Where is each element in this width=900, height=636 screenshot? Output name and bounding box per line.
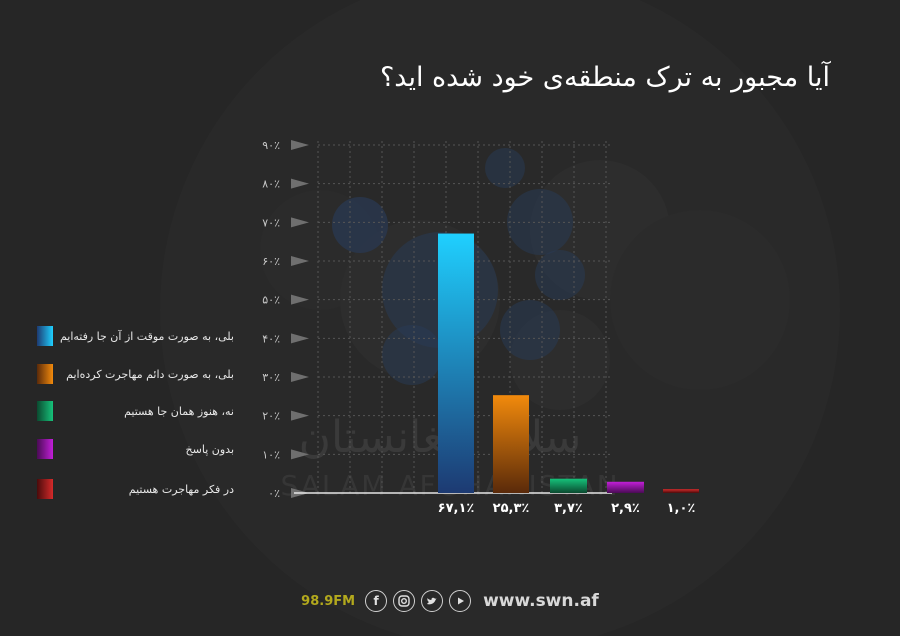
bar (438, 233, 474, 493)
footer: 98.9FM f www.swn.af (0, 588, 900, 614)
legend-swatch (37, 364, 53, 384)
instagram-icon[interactable] (393, 590, 416, 612)
y-tick-marker-icon (291, 449, 309, 460)
y-tick-label: ۶۰٪ (262, 255, 280, 268)
legend-swatch (37, 479, 53, 499)
bar (493, 395, 529, 493)
chart-title: آیا مجبور به ترک منطقه‌ی خود شده اید؟ (379, 62, 830, 93)
y-axis: ۰٪ ۱۰٪ ۲۰٪ ۳۰٪ ۴۰٪ ۵۰٪ ۶۰٪ ۷۰٪ ۸۰٪ ۹۰٪ (262, 139, 612, 500)
y-tick-label: ۸۰٪ (262, 178, 280, 191)
legend-label: بلی، به صورت دائم مهاجرت کرده‌ایم (66, 368, 234, 381)
legend-label: بدون پاسخ (186, 443, 234, 456)
y-tick-marker-icon (291, 294, 309, 305)
y-tick-marker-icon (291, 256, 309, 266)
twitter-icon[interactable] (421, 590, 444, 612)
bar (550, 478, 587, 493)
bar (663, 489, 699, 493)
y-tick-marker-icon (291, 410, 309, 421)
y-tick-label: ۱۰٪ (262, 448, 280, 461)
facebook-icon[interactable]: f (365, 590, 388, 612)
background-globe-decoration (160, 0, 840, 636)
bar-value-label: ۲,۹٪ (611, 501, 640, 516)
radio-frequency: 98.9FM (301, 593, 356, 609)
youtube-icon[interactable] (449, 590, 472, 612)
legend-swatch (37, 326, 53, 346)
legend: بلی، به صورت موقت از آن جا رفته‌ایم بلی، … (37, 326, 234, 499)
bar-value-label: ۲۵,۳٪ (493, 501, 530, 516)
bar (607, 481, 644, 493)
legend-label: در فکر مهاجرت هستیم (129, 483, 234, 496)
y-tick-marker-icon (291, 178, 309, 189)
y-tick-label: ۰٪ (268, 487, 280, 500)
y-tick-marker-icon (291, 372, 309, 382)
y-tick-label: ۵۰٪ (262, 294, 280, 307)
y-tick-marker-icon (291, 217, 309, 228)
legend-label: نه، هنوز همان جا هستیم (124, 405, 234, 418)
y-tick-label: ۳۰٪ (262, 371, 280, 384)
y-tick-marker-icon (291, 140, 309, 150)
y-tick-label: ۷۰٪ (262, 216, 280, 229)
bar-value-label: ۱,۰٪ (667, 501, 696, 516)
website-link[interactable]: www.swn.af (483, 591, 599, 611)
value-labels: ۶۷,۱٪ ۲۵,۳٪ ۳,۷٪ ۲,۹٪ ۱,۰٪ (438, 501, 696, 516)
legend-label: بلی، به صورت موقت از آن جا رفته‌ایم (60, 329, 234, 343)
bars (438, 233, 699, 493)
bar-value-label: ۳,۷٪ (554, 501, 583, 516)
y-tick-label: ۲۰٪ (262, 410, 280, 423)
legend-swatch (37, 439, 53, 459)
y-tick-marker-icon (291, 333, 309, 344)
legend-swatch (37, 401, 53, 421)
bar-value-label: ۶۷,۱٪ (438, 501, 475, 516)
y-tick-label: ۹۰٪ (262, 139, 280, 152)
y-tick-label: ۴۰٪ (262, 332, 280, 345)
